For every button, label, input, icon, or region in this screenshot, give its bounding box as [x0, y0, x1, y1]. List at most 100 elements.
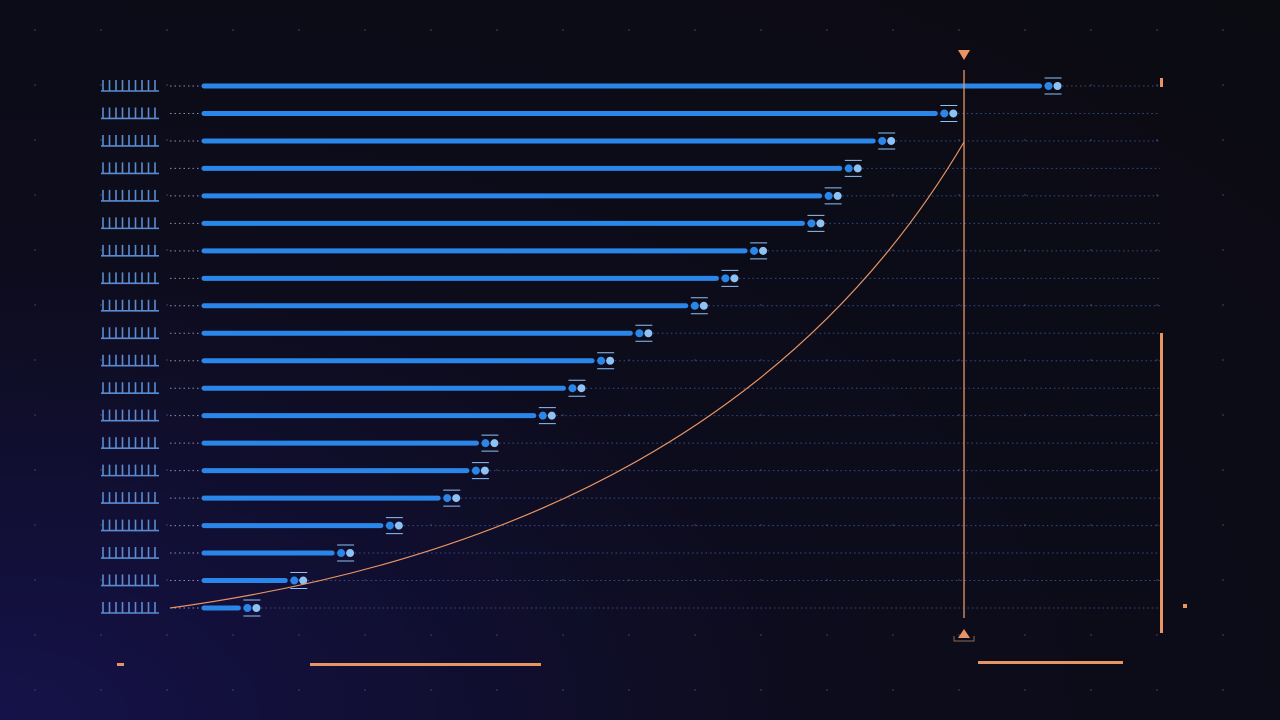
accent-vertical-bar — [1160, 333, 1163, 633]
background-grid-dot — [694, 414, 696, 416]
background-grid-dot — [364, 579, 366, 581]
background-grid-dot — [100, 194, 102, 196]
accent-tick — [1160, 78, 1163, 87]
background-grid-dot — [826, 29, 828, 31]
background-grid-dot — [694, 359, 696, 361]
background-grid-dot — [34, 579, 36, 581]
background-grid-dot — [430, 29, 432, 31]
background-grid-dot — [100, 249, 102, 251]
background-grid-dot — [1156, 359, 1158, 361]
bar-end-dot — [750, 246, 759, 255]
category-label-glyph — [101, 327, 159, 340]
background-grid-dot — [760, 304, 762, 306]
category-label-glyph — [101, 409, 159, 422]
background-grid-dot — [1222, 579, 1224, 581]
category-label-glyph — [101, 162, 159, 175]
background-grid-dot — [166, 359, 168, 361]
background-grid-dot — [100, 414, 102, 416]
category-label-glyph — [101, 272, 159, 285]
bar-end-dot — [597, 356, 606, 365]
background-grid-dot — [100, 524, 102, 526]
bar-end-dot — [833, 191, 842, 200]
background-grid-dot — [496, 634, 498, 636]
background-grid-dot — [100, 84, 102, 86]
background-grid-dot — [1156, 84, 1158, 86]
background-grid-dot — [958, 634, 960, 636]
bar-end-dot — [816, 219, 825, 228]
background-grid-dot — [100, 29, 102, 31]
background-grid-dot — [1222, 194, 1224, 196]
background-grid-dot — [958, 689, 960, 691]
background-grid-dot — [1024, 634, 1026, 636]
bar-end-dot — [1053, 82, 1062, 90]
background-grid-dot — [298, 634, 300, 636]
background-grid-dot — [1156, 634, 1158, 636]
background-grid-dot — [232, 29, 234, 31]
background-grid-dot — [34, 414, 36, 416]
background-grid-dot — [958, 414, 960, 416]
background-grid-dot — [694, 29, 696, 31]
background-grid-dot — [166, 194, 168, 196]
bar-end-dot — [443, 494, 452, 503]
background-grid-dot — [1156, 524, 1158, 526]
background-grid-dot — [562, 29, 564, 31]
background-grid-dot — [100, 689, 102, 691]
background-grid-dot — [1024, 689, 1026, 691]
background-grid-dot — [166, 579, 168, 581]
background-grid-dot — [1156, 29, 1158, 31]
bar-end-dot — [606, 356, 615, 365]
cumulative-curve — [169, 141, 965, 609]
background-grid-dot — [1222, 359, 1224, 361]
background-grid-dot — [34, 359, 36, 361]
background-grid-dot — [892, 469, 894, 471]
background-grid-dot — [166, 304, 168, 306]
category-label-glyph — [101, 134, 159, 147]
background-grid-dot — [496, 29, 498, 31]
background-grid-dot — [1222, 689, 1224, 691]
marker-bracket — [953, 636, 975, 642]
background-grid-dot — [100, 469, 102, 471]
background-grid-dot — [760, 524, 762, 526]
category-label-glyph — [101, 217, 159, 230]
background-grid-dot — [298, 689, 300, 691]
background-grid-dot — [496, 689, 498, 691]
background-grid-dot — [1090, 249, 1092, 251]
bar-end-dot — [699, 301, 708, 310]
background-grid-dot — [694, 689, 696, 691]
bar-end-dot — [853, 164, 862, 173]
background-grid-dot — [166, 689, 168, 691]
accent-dot — [1183, 604, 1187, 608]
background-grid-dot — [1222, 29, 1224, 31]
bar-end-dot — [547, 411, 556, 420]
background-grid-dot — [628, 634, 630, 636]
background-grid-dot — [166, 469, 168, 471]
bar-end-dot — [480, 466, 489, 475]
bar-end-dot — [252, 604, 261, 612]
background-grid-dot — [760, 359, 762, 361]
background-grid-dot — [34, 689, 36, 691]
background-grid-dot — [826, 689, 828, 691]
background-grid-dot — [1222, 249, 1224, 251]
bar-end-dot — [635, 329, 644, 338]
background-grid-dot — [1024, 29, 1026, 31]
background-grid-dot — [430, 689, 432, 691]
background-grid-dot — [1090, 414, 1092, 416]
background-grid-dot — [958, 304, 960, 306]
background-grid-dot — [958, 249, 960, 251]
background-grid-dot — [892, 249, 894, 251]
category-label-glyph — [101, 602, 159, 614]
background-grid-dot — [1024, 139, 1026, 141]
background-grid-dot — [562, 524, 564, 526]
bar-end-dot — [299, 576, 308, 585]
category-label-glyph — [101, 492, 159, 504]
category-label-glyph — [101, 244, 159, 257]
bar-end-dot — [730, 274, 739, 283]
bar-end-dot — [471, 466, 480, 475]
bar-end-dot — [824, 191, 833, 200]
background-grid-dot — [364, 634, 366, 636]
bar-end-dot — [844, 164, 853, 173]
background-grid-dot — [694, 524, 696, 526]
background-grid-dot — [166, 139, 168, 141]
background-grid-dot — [562, 579, 564, 581]
